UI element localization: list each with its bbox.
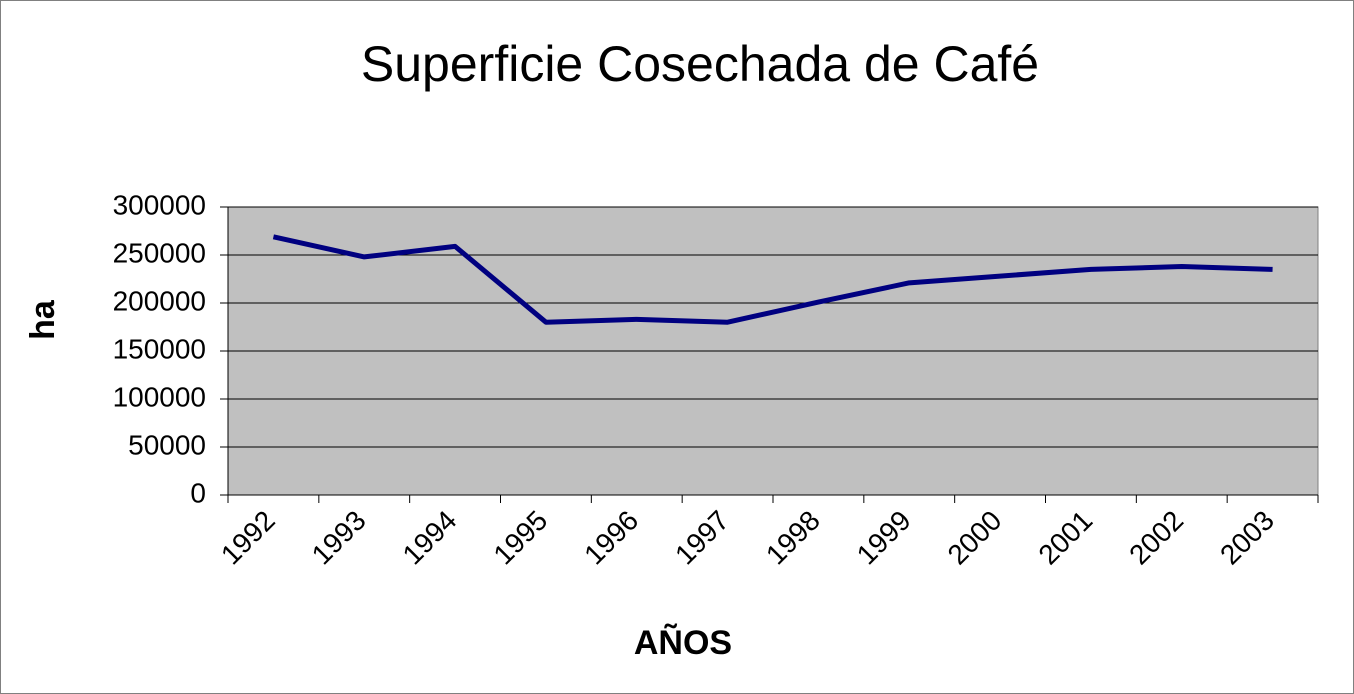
y-tick-label: 250000 [113, 237, 206, 268]
y-tick-label: 200000 [113, 285, 206, 316]
y-tick-label: 150000 [113, 333, 206, 364]
y-tick-label: 100000 [113, 381, 206, 412]
y-tick-label: 300000 [113, 189, 206, 220]
y-tick-label: 50000 [128, 429, 206, 460]
chart-title: Superficie Cosechada de Café [361, 36, 1039, 92]
data-line [272, 234, 1273, 325]
y-axis-title: ha [24, 299, 62, 340]
y-tick-label: 0 [190, 477, 206, 508]
x-axis-title: AÑOS [634, 624, 732, 662]
